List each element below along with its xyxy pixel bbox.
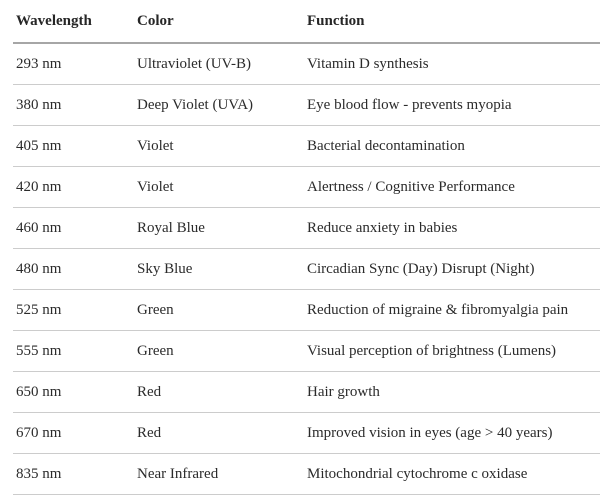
table-row: 380 nm Deep Violet (UVA) Eye blood flow … (13, 85, 600, 126)
cell-wavelength: 293 nm (16, 56, 62, 72)
cell-function: Vitamin D synthesis (307, 56, 429, 72)
cell-function: Hair growth (307, 384, 380, 400)
cell-color: Violet (137, 179, 174, 195)
cell-color: Green (137, 302, 174, 318)
cell-wavelength: 405 nm (16, 138, 62, 154)
table-row: 555 nm Green Visual perception of bright… (13, 331, 600, 372)
table-row: 525 nm Green Reduction of migraine & fib… (13, 290, 600, 331)
cell-color: Sky Blue (137, 261, 193, 277)
table-row: 405 nm Violet Bacterial decontamination (13, 126, 600, 167)
cell-function: Reduce anxiety in babies (307, 220, 458, 236)
cell-function: Eye blood flow - prevents myopia (307, 97, 512, 113)
column-header-function: Function (307, 13, 365, 29)
table-row: 835 nm Near Infrared Mitochondrial cytoc… (13, 454, 600, 495)
cell-color: Red (137, 425, 162, 441)
cell-function: Improved vision in eyes (age > 40 years) (307, 425, 553, 441)
cell-color: Royal Blue (137, 220, 205, 236)
cell-function: Reduction of migraine & fibromyalgia pai… (307, 302, 569, 318)
cell-function: Circadian Sync (Day) Disrupt (Night) (307, 261, 535, 277)
cell-function: Visual perception of brightness (Lumens) (307, 343, 557, 359)
table-row: 650 nm Red Hair growth (13, 372, 600, 413)
table-row: 293 nm Ultraviolet (UV-B) Vitamin D synt… (13, 44, 600, 85)
cell-color: Near Infrared (137, 466, 219, 482)
table-body: 293 nm Ultraviolet (UV-B) Vitamin D synt… (13, 44, 600, 495)
table-row: 420 nm Violet Alertness / Cognitive Perf… (13, 167, 600, 208)
column-header-wavelength: Wavelength (16, 13, 92, 29)
cell-color: Green (137, 343, 174, 359)
cell-wavelength: 650 nm (16, 384, 62, 400)
cell-color: Violet (137, 138, 174, 154)
cell-function: Alertness / Cognitive Performance (307, 179, 515, 195)
cell-function: Bacterial decontamination (307, 138, 465, 154)
cell-color: Deep Violet (UVA) (137, 97, 254, 113)
cell-wavelength: 420 nm (16, 179, 62, 195)
table-header-row: Wavelength Color Function (13, 0, 600, 44)
cell-color: Ultraviolet (UV-B) (137, 56, 252, 72)
cell-wavelength: 525 nm (16, 302, 62, 318)
cell-wavelength: 835 nm (16, 466, 62, 482)
cell-wavelength: 460 nm (16, 220, 62, 236)
cell-wavelength: 670 nm (16, 425, 62, 441)
cell-function: Mitochondrial cytochrome c oxidase (307, 466, 528, 482)
wavelength-function-table: Wavelength Color Function 293 nm Ultravi… (13, 0, 600, 495)
cell-wavelength: 555 nm (16, 343, 62, 359)
table-row: 670 nm Red Improved vision in eyes (age … (13, 413, 600, 454)
table-row: 480 nm Sky Blue Circadian Sync (Day) Dis… (13, 249, 600, 290)
cell-wavelength: 380 nm (16, 97, 62, 113)
cell-wavelength: 480 nm (16, 261, 62, 277)
table-row: 460 nm Royal Blue Reduce anxiety in babi… (13, 208, 600, 249)
cell-color: Red (137, 384, 162, 400)
column-header-color: Color (137, 13, 174, 29)
